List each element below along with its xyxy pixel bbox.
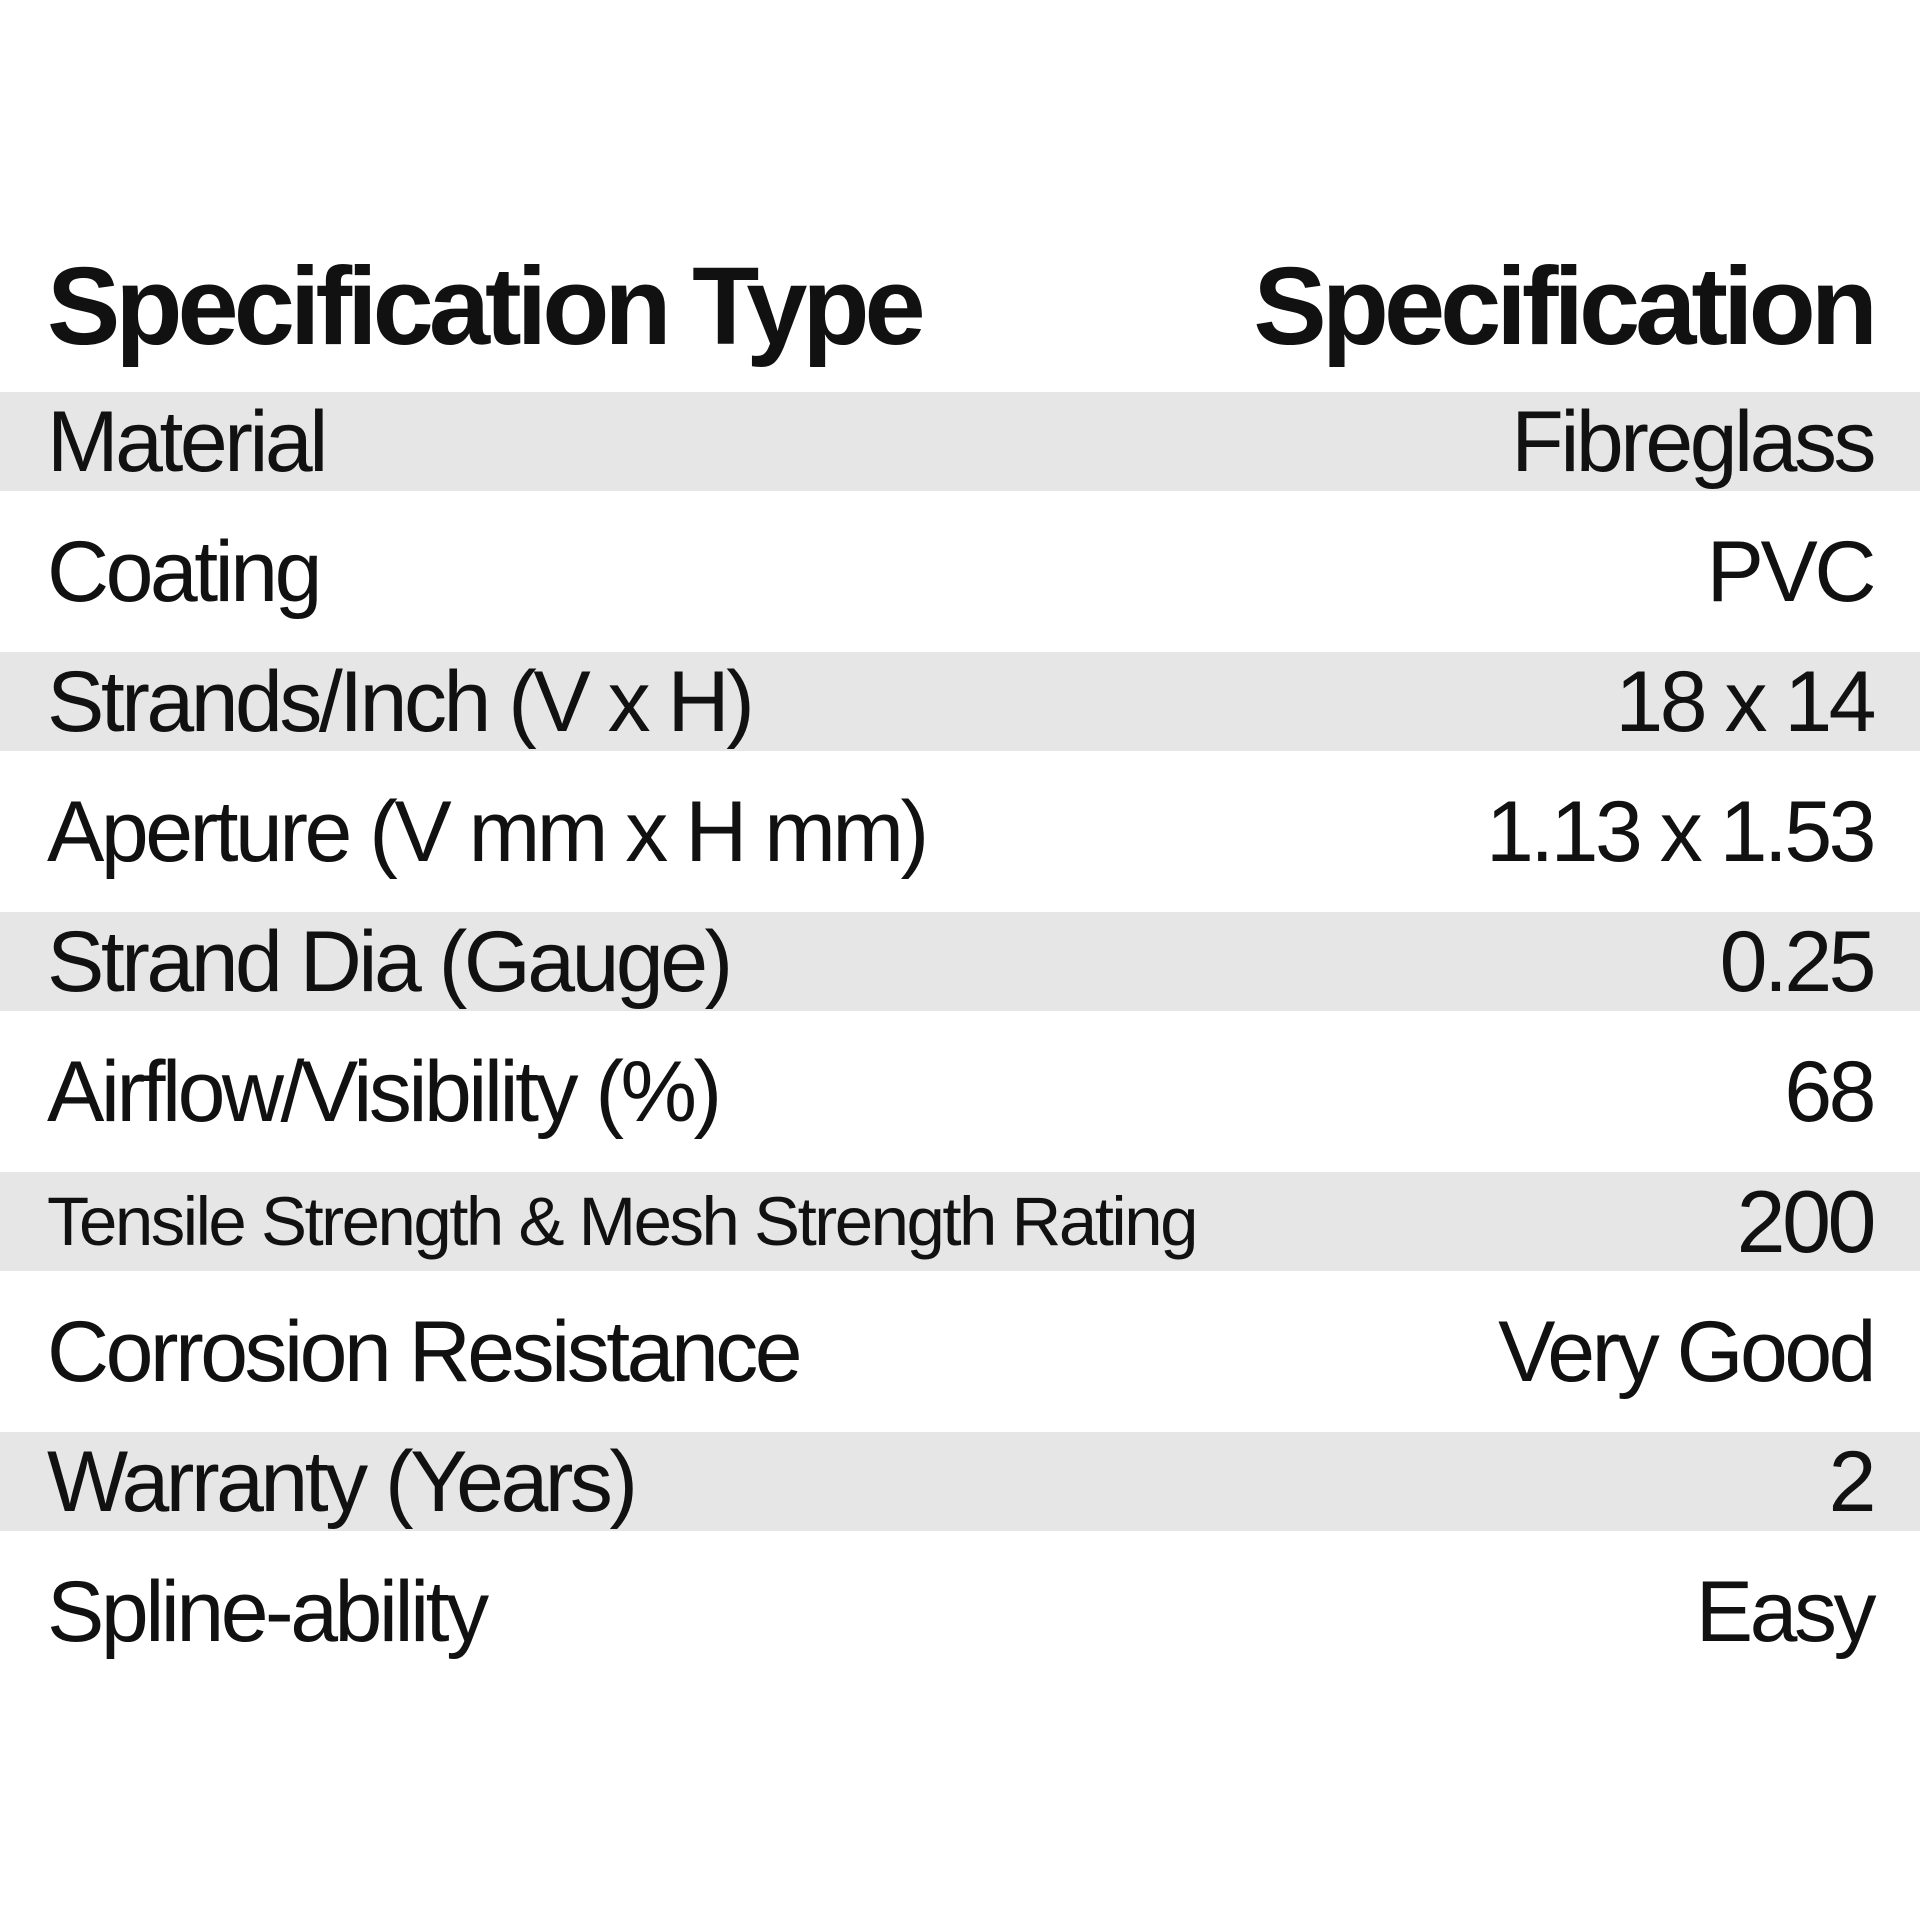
table-row-warranty: Warranty (Years) 2	[0, 1432, 1920, 1531]
table-row-aperture: Aperture (V mm x H mm) 1.13 x 1.53	[0, 751, 1920, 912]
table-row-material: Material Fibreglass	[0, 392, 1920, 491]
row-value: 0.25	[1719, 913, 1877, 1010]
table-header-row: Specification Type Specification	[0, 0, 1920, 392]
table-row-corrosion-resistance: Corrosion Resistance Very Good	[0, 1271, 1920, 1432]
row-label: Tensile Strength & Mesh Strength Rating	[47, 1183, 1199, 1260]
column-header-specification: Specification	[1253, 245, 1878, 368]
row-label: Strands/Inch (V x H)	[47, 653, 755, 750]
row-value: 68	[1784, 1043, 1876, 1140]
table-row-tensile-strength: Tensile Strength & Mesh Strength Rating …	[0, 1172, 1920, 1271]
table-row-coating: Coating PVC	[0, 491, 1920, 652]
row-value: Easy	[1695, 1563, 1877, 1660]
row-label: Strand Dia (Gauge)	[47, 913, 733, 1010]
row-label: Airflow/Visibility (%)	[47, 1043, 722, 1140]
row-value: 18 x 14	[1615, 653, 1876, 750]
row-label: Warranty (Years)	[47, 1433, 638, 1530]
row-value: Fibreglass	[1511, 393, 1876, 490]
table-row-airflow-visibility: Airflow/Visibility (%) 68	[0, 1011, 1920, 1172]
spec-table: Specification Type Specification Materia…	[0, 0, 1920, 1692]
row-label: Aperture (V mm x H mm)	[47, 783, 929, 880]
row-value: 2	[1828, 1433, 1877, 1530]
row-value: Very Good	[1498, 1303, 1876, 1400]
row-value: 200	[1736, 1171, 1877, 1271]
row-label: Coating	[47, 523, 322, 620]
table-row-spline-ability: Spline-ability Easy	[0, 1531, 1920, 1692]
row-label: Material	[47, 393, 328, 490]
row-label: Spline-ability	[47, 1563, 489, 1660]
row-value: PVC	[1706, 523, 1877, 620]
table-row-strand-dia: Strand Dia (Gauge) 0.25	[0, 912, 1920, 1011]
column-header-spec-type: Specification Type	[47, 245, 926, 368]
row-label: Corrosion Resistance	[47, 1303, 803, 1400]
row-value: 1.13 x 1.53	[1485, 783, 1877, 880]
table-row-strands-per-inch: Strands/Inch (V x H) 18 x 14	[0, 652, 1920, 751]
